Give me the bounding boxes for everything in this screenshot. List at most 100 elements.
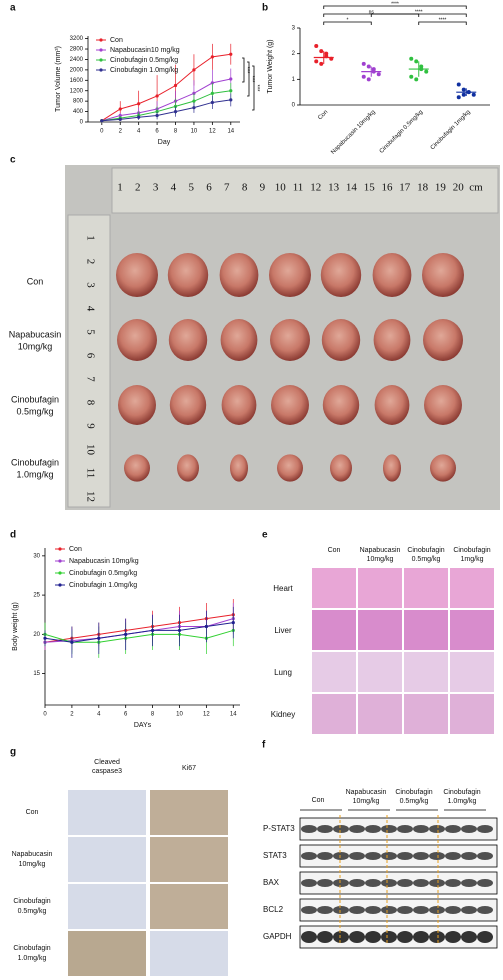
panel-label: c xyxy=(10,155,16,166)
x-tick-label: Con xyxy=(317,109,329,121)
blot-band xyxy=(381,931,397,943)
tumor xyxy=(423,319,463,361)
blot-band xyxy=(445,879,461,887)
ruler-number: 1 xyxy=(117,182,123,194)
ruler-number: 8 xyxy=(242,182,248,194)
row-label: Cinobufagin xyxy=(11,394,59,404)
ruler-number: 3 xyxy=(84,282,96,288)
legend-label: Napabucasin10 mg/kg xyxy=(110,47,180,54)
point xyxy=(100,119,104,123)
point xyxy=(456,95,461,100)
point xyxy=(210,91,214,95)
legend-marker xyxy=(58,559,62,563)
point xyxy=(150,628,155,633)
ruler-number: 10 xyxy=(84,444,96,456)
point xyxy=(137,102,141,106)
y-tick-label: 15 xyxy=(33,671,40,677)
blot-band xyxy=(429,879,445,887)
tumor xyxy=(271,385,309,425)
point xyxy=(456,82,461,87)
series-line xyxy=(44,629,234,643)
x-tick-label: 8 xyxy=(151,712,155,718)
legend-marker xyxy=(58,571,62,575)
point xyxy=(118,113,122,118)
blot-band xyxy=(461,825,477,833)
histology-image xyxy=(312,610,356,650)
blot-band xyxy=(333,931,349,943)
point xyxy=(229,89,233,93)
blot-band xyxy=(301,931,317,943)
y-tick-label: 2000 xyxy=(70,67,84,73)
point xyxy=(414,59,419,64)
blot-band xyxy=(333,825,349,833)
ihc-image xyxy=(68,837,146,882)
blot-band xyxy=(365,825,381,833)
y-tick-label: 20 xyxy=(33,632,40,638)
x-tick-label: 8 xyxy=(174,129,178,135)
column-label: Napabucasin xyxy=(360,547,401,554)
histology-image xyxy=(450,568,494,608)
x-tick-label: 2 xyxy=(70,712,74,718)
row-label: 10mg/kg xyxy=(18,341,53,351)
column-label: Ki67 xyxy=(182,765,196,772)
series-line xyxy=(101,99,231,122)
histology-image xyxy=(358,694,402,734)
y-tick-label: 400 xyxy=(73,109,84,115)
significance-bracket xyxy=(370,13,467,17)
ruler-number: 1 xyxy=(84,235,96,241)
blot-band xyxy=(413,825,429,833)
y-axis-label: Tumor Volume (mm³) xyxy=(55,46,62,112)
point xyxy=(409,74,414,79)
histology-image xyxy=(358,652,402,692)
blot-band xyxy=(429,852,445,860)
point xyxy=(43,636,47,640)
column-label: caspase3 xyxy=(92,768,122,775)
row-label: 0.5mg/kg xyxy=(18,908,47,915)
blot-band xyxy=(461,879,477,887)
legend-label: Con xyxy=(69,546,82,553)
blot-band xyxy=(317,906,333,914)
ruler-number: 9 xyxy=(260,182,266,194)
significance-label: ns xyxy=(369,9,375,15)
ruler-number: 6 xyxy=(206,182,212,194)
tumor xyxy=(168,319,208,361)
point xyxy=(424,69,429,74)
blot-band xyxy=(333,906,349,914)
x-tick-label: 4 xyxy=(137,129,141,135)
blot-band xyxy=(397,852,413,860)
tumor xyxy=(177,454,199,482)
blot-band xyxy=(445,931,461,943)
blot-band xyxy=(349,879,365,887)
y-tick-label: 3200 xyxy=(70,36,84,42)
point xyxy=(192,68,196,72)
row-label: Lung xyxy=(274,668,292,677)
blot-band xyxy=(461,931,477,943)
column-label: 0.5mg/kg xyxy=(400,798,429,805)
histology-image xyxy=(404,652,448,692)
point xyxy=(324,51,329,56)
blot-band xyxy=(477,906,493,914)
ruler-number: cm xyxy=(469,182,483,194)
tumor xyxy=(118,385,156,425)
tumor xyxy=(270,319,310,361)
series-line xyxy=(101,78,231,122)
ruler-number: 4 xyxy=(171,182,177,194)
panel-label: b xyxy=(262,3,268,14)
y-tick-label: 0 xyxy=(80,120,84,126)
x-tick-label: 6 xyxy=(155,129,159,135)
ruler-number: 15 xyxy=(364,182,376,194)
blot-band xyxy=(429,906,445,914)
ruler-number: 18 xyxy=(417,182,429,194)
ruler-number: 13 xyxy=(328,182,340,194)
row-label: Con xyxy=(27,276,44,286)
column-label: Cleaved xyxy=(94,759,120,766)
tumor xyxy=(422,252,464,298)
point xyxy=(366,64,371,69)
y-axis-label: Body weight (g) xyxy=(12,602,19,651)
row-label: P-STAT3 xyxy=(263,824,295,833)
row-label: Cinobufagin xyxy=(13,945,50,952)
blot-band xyxy=(365,879,381,887)
point xyxy=(155,113,159,118)
legend-marker xyxy=(99,38,103,42)
